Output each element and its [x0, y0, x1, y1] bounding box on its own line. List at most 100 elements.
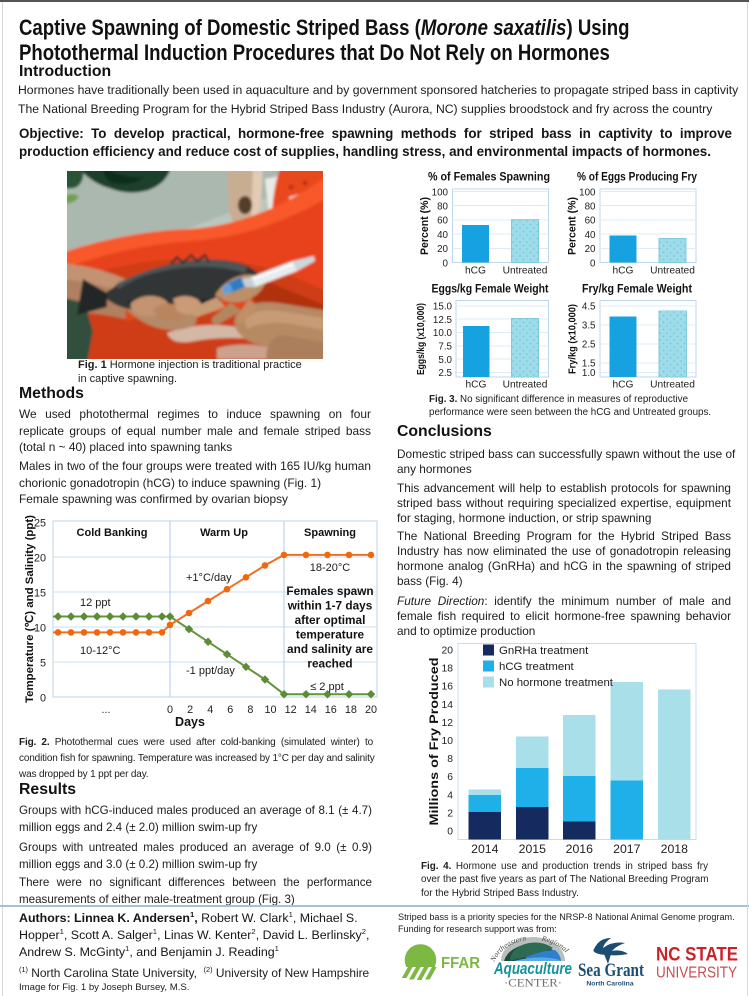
svg-text:0: 0: [590, 258, 596, 269]
svg-text:Eggs/kg Female Weight: Eggs/kg Female Weight: [432, 282, 549, 296]
svg-text:hCG: hCG: [466, 380, 487, 391]
svg-text:2.5: 2.5: [582, 340, 596, 351]
svg-text:Females spawn: Females spawn: [286, 584, 373, 598]
svg-text:12: 12: [285, 704, 297, 716]
svg-text:North Carolina: North Carolina: [586, 981, 633, 988]
svg-text:Cold Banking: Cold Banking: [77, 527, 148, 539]
svg-text:18: 18: [442, 664, 454, 675]
svg-text:2018: 2018: [661, 842, 689, 856]
svg-text:15: 15: [34, 588, 46, 600]
svg-text:% of Eggs Producing Fry: % of Eggs Producing Fry: [577, 170, 697, 184]
svg-text:8: 8: [447, 754, 453, 765]
svg-text:100: 100: [432, 187, 449, 198]
svg-text:2: 2: [447, 808, 453, 819]
svg-text:80: 80: [585, 202, 596, 213]
svg-text:4: 4: [207, 704, 213, 716]
svg-text:15.0: 15.0: [433, 302, 453, 313]
svg-text:...: ...: [102, 704, 111, 716]
svg-text:Fry/kg Female Weight: Fry/kg Female Weight: [582, 282, 692, 296]
svg-text:0: 0: [447, 827, 453, 838]
svg-text:Untreated: Untreated: [650, 266, 695, 277]
svg-text:temperature: temperature: [296, 628, 365, 642]
svg-text:Temperature (℃) and Salinity (: Temperature (℃) and Salinity (ppt): [24, 515, 36, 703]
svg-text:Percent (%): Percent (%): [419, 197, 431, 255]
svg-text:14: 14: [442, 700, 454, 711]
svg-text:10.0: 10.0: [433, 328, 453, 339]
svg-text:hCG: hCG: [613, 266, 634, 277]
svg-text:2: 2: [187, 704, 193, 716]
svg-text:0: 0: [167, 704, 173, 716]
svg-text:100: 100: [579, 187, 596, 198]
svg-text:GnRHa treatment: GnRHa treatment: [499, 645, 589, 657]
svg-text:12 ppt: 12 ppt: [80, 597, 111, 609]
svg-text:hCG treatment: hCG treatment: [499, 661, 575, 673]
svg-text:Warm Up: Warm Up: [200, 527, 248, 539]
svg-text:10: 10: [264, 704, 276, 716]
svg-text:10: 10: [34, 623, 46, 635]
svg-text:1.5: 1.5: [582, 359, 596, 370]
svg-text:10: 10: [442, 736, 454, 747]
svg-text:60: 60: [585, 216, 596, 227]
svg-text:12.5: 12.5: [433, 315, 453, 326]
svg-text:1.0: 1.0: [582, 368, 596, 379]
svg-text:Untreated: Untreated: [503, 380, 548, 391]
svg-text:% of Females Spawning: % of Females Spawning: [428, 170, 550, 184]
svg-text:18: 18: [345, 704, 357, 716]
svg-text:20: 20: [585, 244, 596, 255]
svg-text:2014: 2014: [471, 842, 499, 856]
svg-text:40: 40: [437, 230, 448, 241]
svg-text:and salinity are: and salinity are: [287, 642, 373, 656]
svg-text:18-20°C: 18-20°C: [310, 562, 351, 574]
svg-text:Eggs/kg (x10,000): Eggs/kg (x10,000): [416, 303, 427, 375]
svg-text:20: 20: [34, 553, 46, 565]
svg-text:-1 ppt/day: -1 ppt/day: [186, 665, 235, 677]
svg-text:+1°C/day: +1°C/day: [186, 572, 232, 584]
svg-text:FFAR: FFAR: [441, 955, 480, 972]
svg-text:Percent (%): Percent (%): [567, 197, 579, 255]
svg-text:80: 80: [437, 202, 448, 213]
svg-text:8: 8: [247, 704, 253, 716]
svg-text:2017: 2017: [613, 842, 641, 856]
svg-text:2016: 2016: [566, 842, 594, 856]
svg-text:0: 0: [443, 258, 449, 269]
svg-text:40: 40: [585, 230, 596, 241]
svg-text:UNIVERSITY: UNIVERSITY: [656, 965, 737, 982]
svg-text:≤ 2 ppt: ≤ 2 ppt: [310, 681, 344, 693]
svg-text:2.5: 2.5: [438, 368, 452, 379]
svg-text:0: 0: [40, 693, 46, 705]
svg-text:Days: Days: [175, 715, 205, 729]
svg-text:hCG: hCG: [613, 380, 634, 391]
svg-text:20: 20: [442, 646, 454, 657]
svg-text:10-12°C: 10-12°C: [80, 645, 121, 657]
svg-text:NC STATE: NC STATE: [656, 944, 738, 966]
svg-text:6: 6: [227, 704, 233, 716]
svg-text:reached: reached: [307, 657, 352, 671]
svg-text:Fry/kg (x10,000): Fry/kg (x10,000): [568, 304, 579, 374]
svg-text:·CENTER·: ·CENTER·: [504, 978, 562, 990]
svg-text:Untreated: Untreated: [503, 266, 548, 277]
svg-text:Spawning: Spawning: [304, 527, 356, 539]
svg-text:25: 25: [34, 518, 46, 530]
svg-text:12: 12: [442, 718, 454, 729]
svg-text:Aquaculture: Aquaculture: [493, 960, 572, 978]
svg-text:after optimal: after optimal: [295, 613, 366, 627]
svg-text:5.0: 5.0: [438, 355, 452, 366]
svg-text:6: 6: [447, 772, 453, 783]
svg-text:Untreated: Untreated: [650, 380, 695, 391]
svg-text:4: 4: [447, 790, 453, 801]
svg-text:7.5: 7.5: [438, 342, 452, 353]
svg-text:20: 20: [365, 704, 377, 716]
svg-text:4.5: 4.5: [582, 302, 596, 313]
svg-text:20: 20: [437, 244, 448, 255]
svg-text:Millions of Fry Produced: Millions of Fry Produced: [427, 658, 441, 826]
svg-text:hCG: hCG: [465, 266, 486, 277]
svg-text:5: 5: [40, 658, 46, 670]
svg-text:No hormone treatment: No hormone treatment: [499, 677, 614, 689]
svg-text:60: 60: [437, 216, 448, 227]
svg-text:16: 16: [442, 682, 454, 693]
svg-text:2015: 2015: [519, 842, 547, 856]
svg-text:16: 16: [325, 704, 337, 716]
svg-text:14: 14: [305, 704, 317, 716]
svg-text:3.5: 3.5: [582, 321, 596, 332]
svg-text:within 1-7 days: within 1-7 days: [287, 599, 373, 613]
